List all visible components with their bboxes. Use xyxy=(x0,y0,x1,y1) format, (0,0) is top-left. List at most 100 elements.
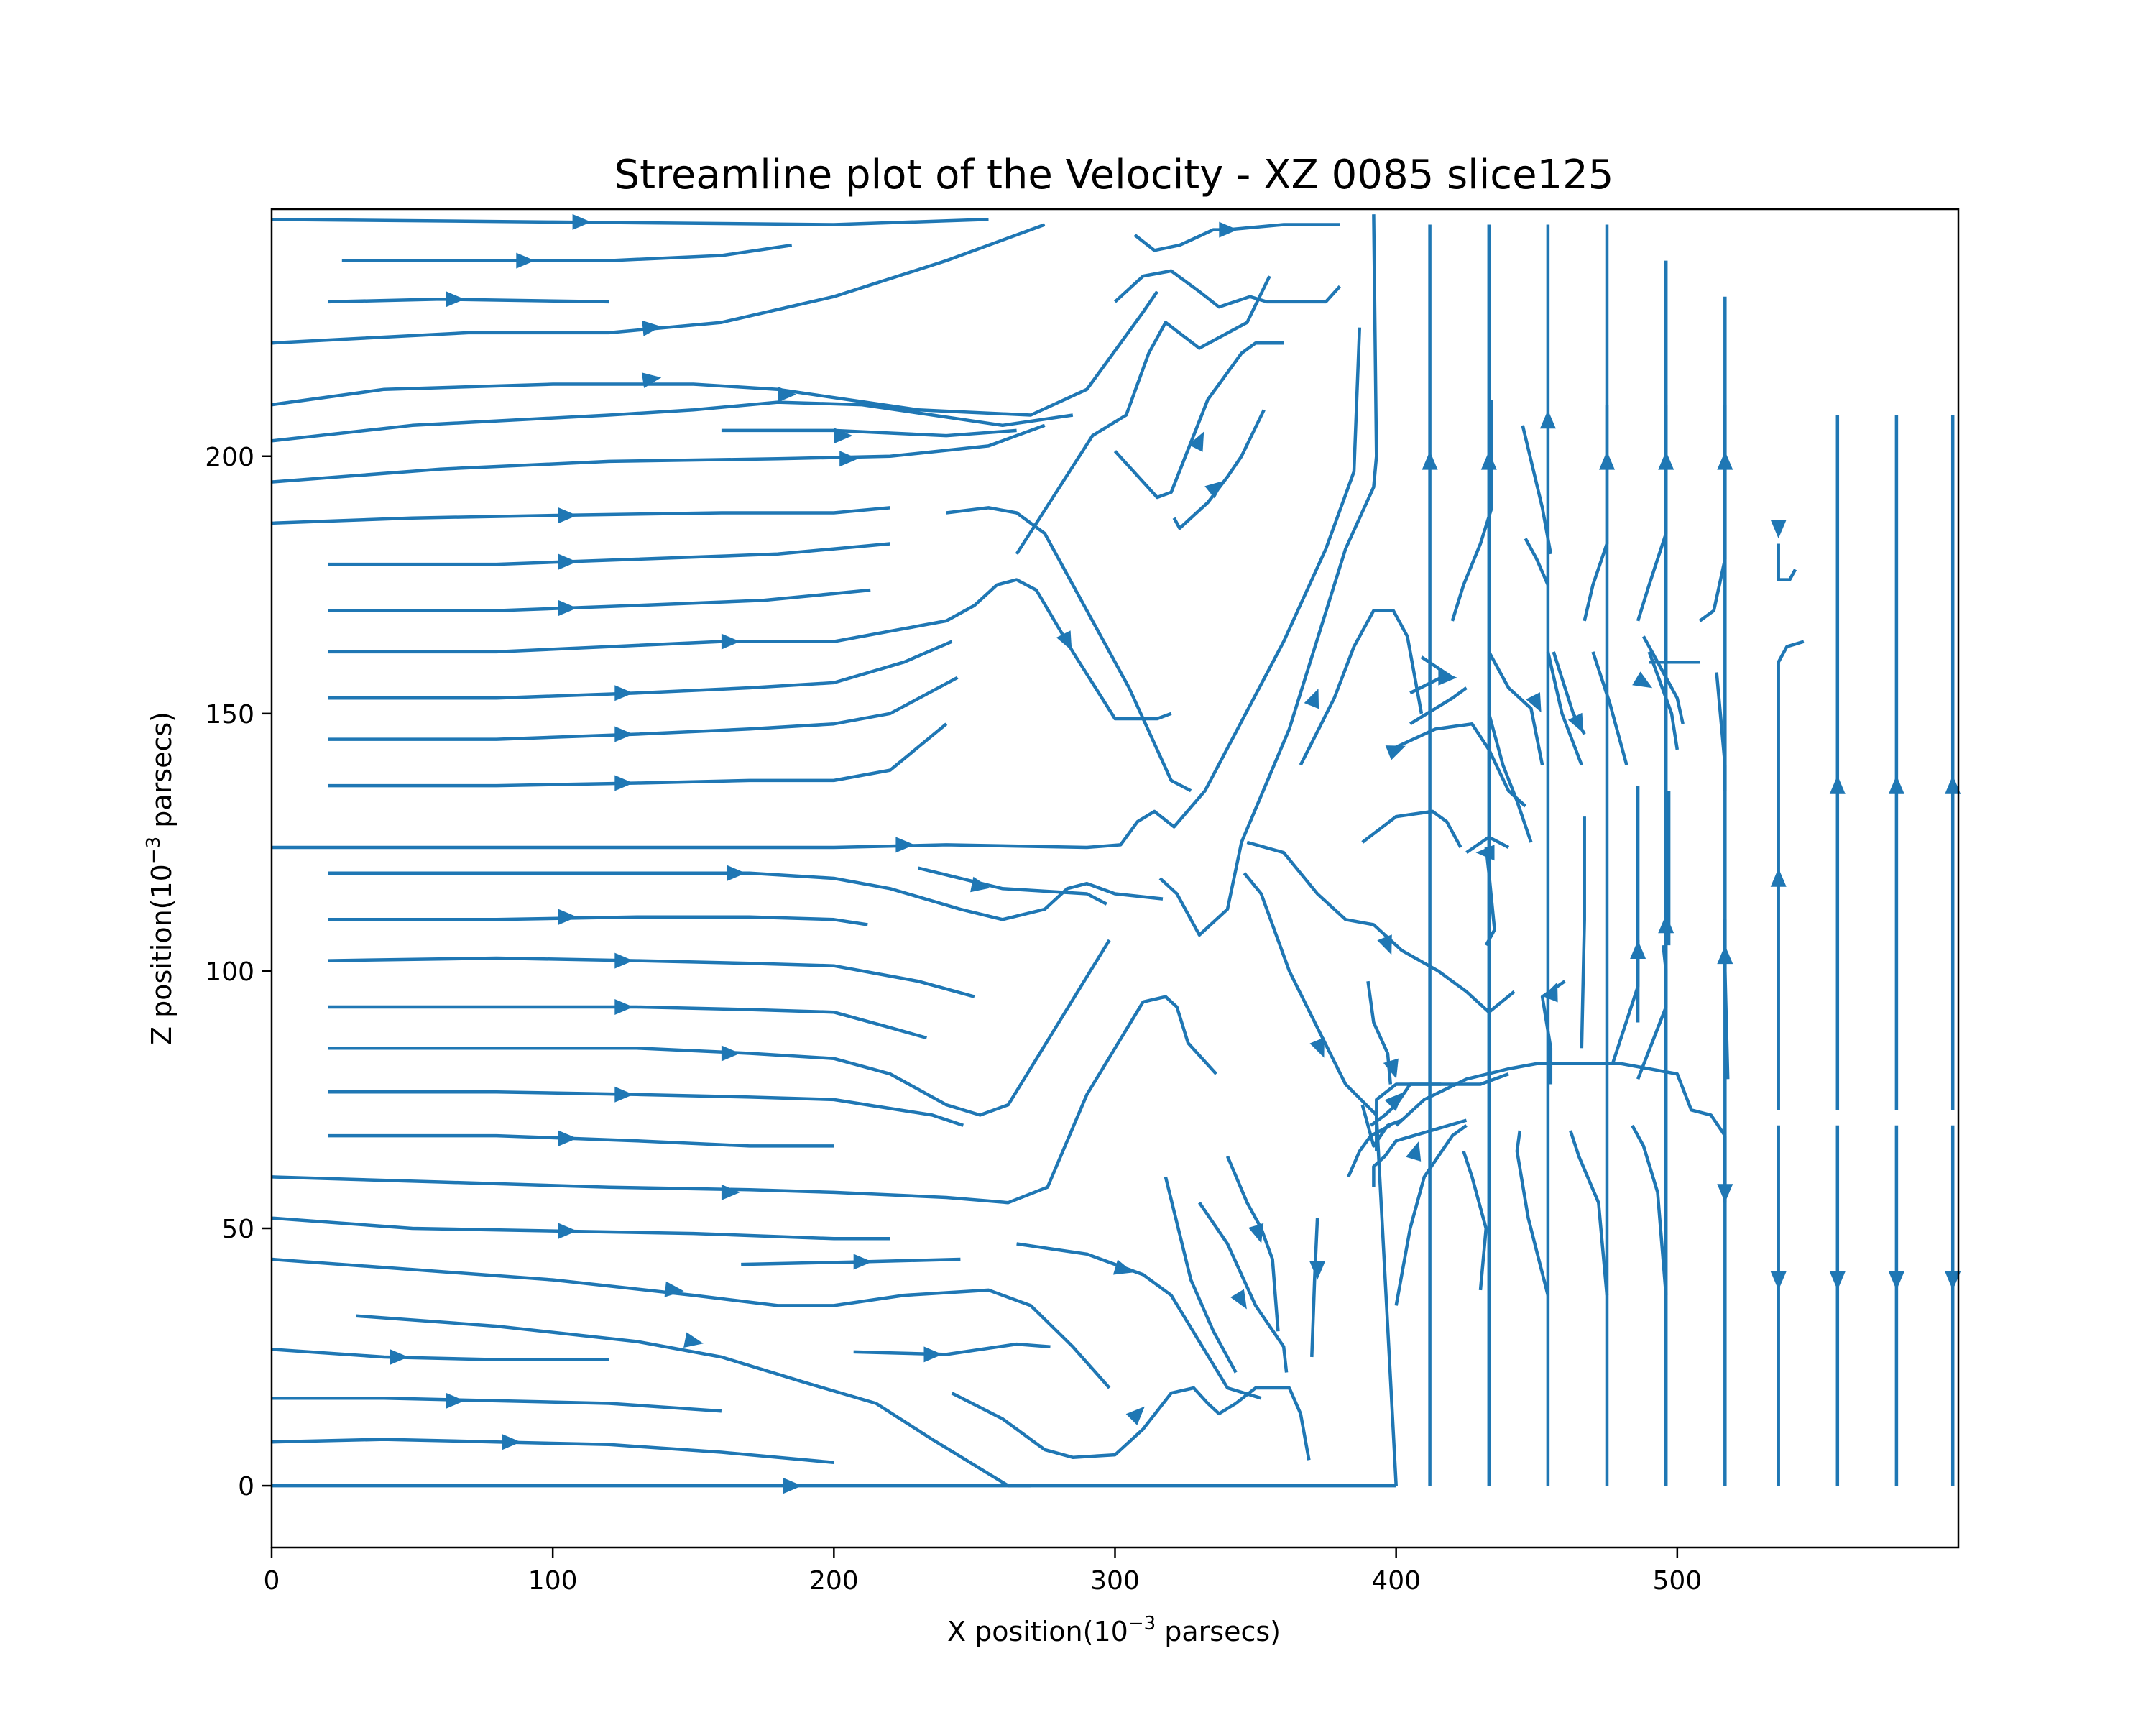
streamline-arrow xyxy=(1204,480,1225,499)
streamline-2 xyxy=(328,298,609,304)
streamline-103 xyxy=(1310,1218,1319,1358)
streamline-96 xyxy=(1487,650,1544,765)
streamline-arrow xyxy=(1188,431,1204,452)
streamline-arrow xyxy=(1770,1271,1787,1290)
streamline-44 xyxy=(1246,840,1516,1014)
streamline-arrow xyxy=(446,291,465,308)
x-tick-label: 200 xyxy=(809,1566,859,1596)
streamlines-layer xyxy=(271,214,1955,1488)
streamline-arrow xyxy=(1770,868,1787,887)
y-tick-label: 200 xyxy=(205,443,254,472)
streamline-40 xyxy=(1113,269,1342,309)
streamline-arrow xyxy=(683,1332,704,1348)
streamline-arrow xyxy=(1438,669,1457,686)
streamline-arrow xyxy=(614,726,634,742)
streamline-24 xyxy=(328,1133,834,1148)
streamline-5 xyxy=(271,400,1074,443)
x-tick-label: 400 xyxy=(1371,1566,1421,1596)
streamline-54 xyxy=(1361,809,1462,849)
streamline-arrow xyxy=(1543,982,1558,1003)
streamline-arrow xyxy=(614,1086,634,1103)
streamline-arrow xyxy=(721,633,740,650)
streamline-53 xyxy=(1389,722,1527,808)
streamline-0 xyxy=(271,218,989,226)
chart-title: Streamline plot of the Velocity - XZ 008… xyxy=(614,152,1614,198)
streamline-1 xyxy=(341,243,793,262)
streamline-arrow xyxy=(558,908,577,925)
streamline-arrow xyxy=(572,213,591,230)
streamline-arrow xyxy=(664,1281,684,1297)
streamline-arrow xyxy=(1406,1141,1422,1162)
streamline-arrow xyxy=(721,1045,740,1062)
streamline-arrow xyxy=(721,1184,740,1200)
streamline-18 xyxy=(918,866,1107,906)
streamline-arrow xyxy=(1309,1261,1326,1280)
streamline-arrow xyxy=(783,1478,802,1494)
streamline-arrow xyxy=(642,320,662,336)
streamline-arrow xyxy=(1717,451,1733,470)
streamline-101 xyxy=(1198,1201,1289,1373)
streamline-28 xyxy=(741,1257,961,1266)
streamline-arrow xyxy=(516,252,535,269)
streamline-102 xyxy=(1225,1155,1280,1332)
streamline-arrow xyxy=(1219,221,1238,238)
streamline-arrow xyxy=(1112,1259,1133,1275)
streamline-4 xyxy=(271,290,1159,417)
streamline-arrow xyxy=(558,1223,577,1239)
streamline-arrow xyxy=(1384,1092,1404,1111)
streamline-33 xyxy=(271,1438,834,1465)
streamline-arrow xyxy=(778,386,797,402)
streamline-45 xyxy=(1372,1118,1468,1187)
streamline-32 xyxy=(272,1397,722,1413)
y-tick-label: 0 xyxy=(238,1472,254,1501)
x-tick-label: 300 xyxy=(1090,1566,1140,1596)
streamline-68 xyxy=(1777,640,1805,1110)
streamline-29 xyxy=(1016,1242,1262,1400)
streamline-91 xyxy=(1698,405,1727,622)
streamline-arrow xyxy=(558,600,577,616)
streamline-arrow xyxy=(1717,1184,1733,1203)
x-tick-label: 500 xyxy=(1652,1566,1702,1596)
streamline-48 xyxy=(1366,980,1393,1085)
streamline-arrow xyxy=(614,999,634,1015)
streamline-36 xyxy=(951,1386,1311,1460)
streamline-arrow xyxy=(614,952,634,969)
plot-frame xyxy=(270,208,1960,1549)
streamline-3 xyxy=(271,223,1046,345)
streamline-arrow xyxy=(614,775,634,791)
y-axis-label: Z position(10−3 parsecs) xyxy=(143,712,178,1045)
streamline-arrow xyxy=(727,865,746,881)
streamline-arrow xyxy=(853,1254,872,1270)
streamline-75 xyxy=(1515,1130,1550,1296)
streamline-82 xyxy=(1580,816,1586,1049)
streamline-arrow xyxy=(1422,451,1438,470)
streamline-21 xyxy=(328,1005,928,1040)
streamline-arrow xyxy=(1309,1037,1325,1058)
streamline-13 xyxy=(328,676,959,741)
streamline-42 xyxy=(1158,214,1378,937)
streamline-95 xyxy=(1647,651,1680,750)
streamline-arrow xyxy=(1888,775,1904,794)
streamline-arrow xyxy=(1248,1223,1264,1243)
streamline-30 xyxy=(356,1314,1031,1488)
streamline-arrow xyxy=(1630,940,1646,959)
streamline-79 xyxy=(1636,944,1668,1080)
y-tick-label: 150 xyxy=(205,700,254,730)
streamline-72 xyxy=(1777,543,1797,581)
streamline-37 xyxy=(1113,341,1284,500)
streamline-93 xyxy=(1546,651,1583,766)
streamline-arrow xyxy=(1829,1271,1846,1290)
streamline-35 xyxy=(853,1342,1051,1356)
streamline-50 xyxy=(1375,1072,1509,1151)
streamline-46 xyxy=(1360,1104,1403,1148)
streamline-89 xyxy=(1583,405,1609,622)
streamline-94 xyxy=(1591,651,1628,765)
streamline-16 xyxy=(272,327,1362,850)
streamline-arrow xyxy=(1658,451,1674,470)
streamline-52 xyxy=(1409,686,1468,726)
streamline-arrow xyxy=(970,876,990,893)
x-axis-ticks: 0 100 200 300 400 500 xyxy=(264,1547,1702,1596)
x-axis-label: X position(10−3 parsecs) xyxy=(947,1613,1281,1647)
streamline-arrow xyxy=(1475,845,1495,861)
streamline-41 xyxy=(1015,275,1271,556)
